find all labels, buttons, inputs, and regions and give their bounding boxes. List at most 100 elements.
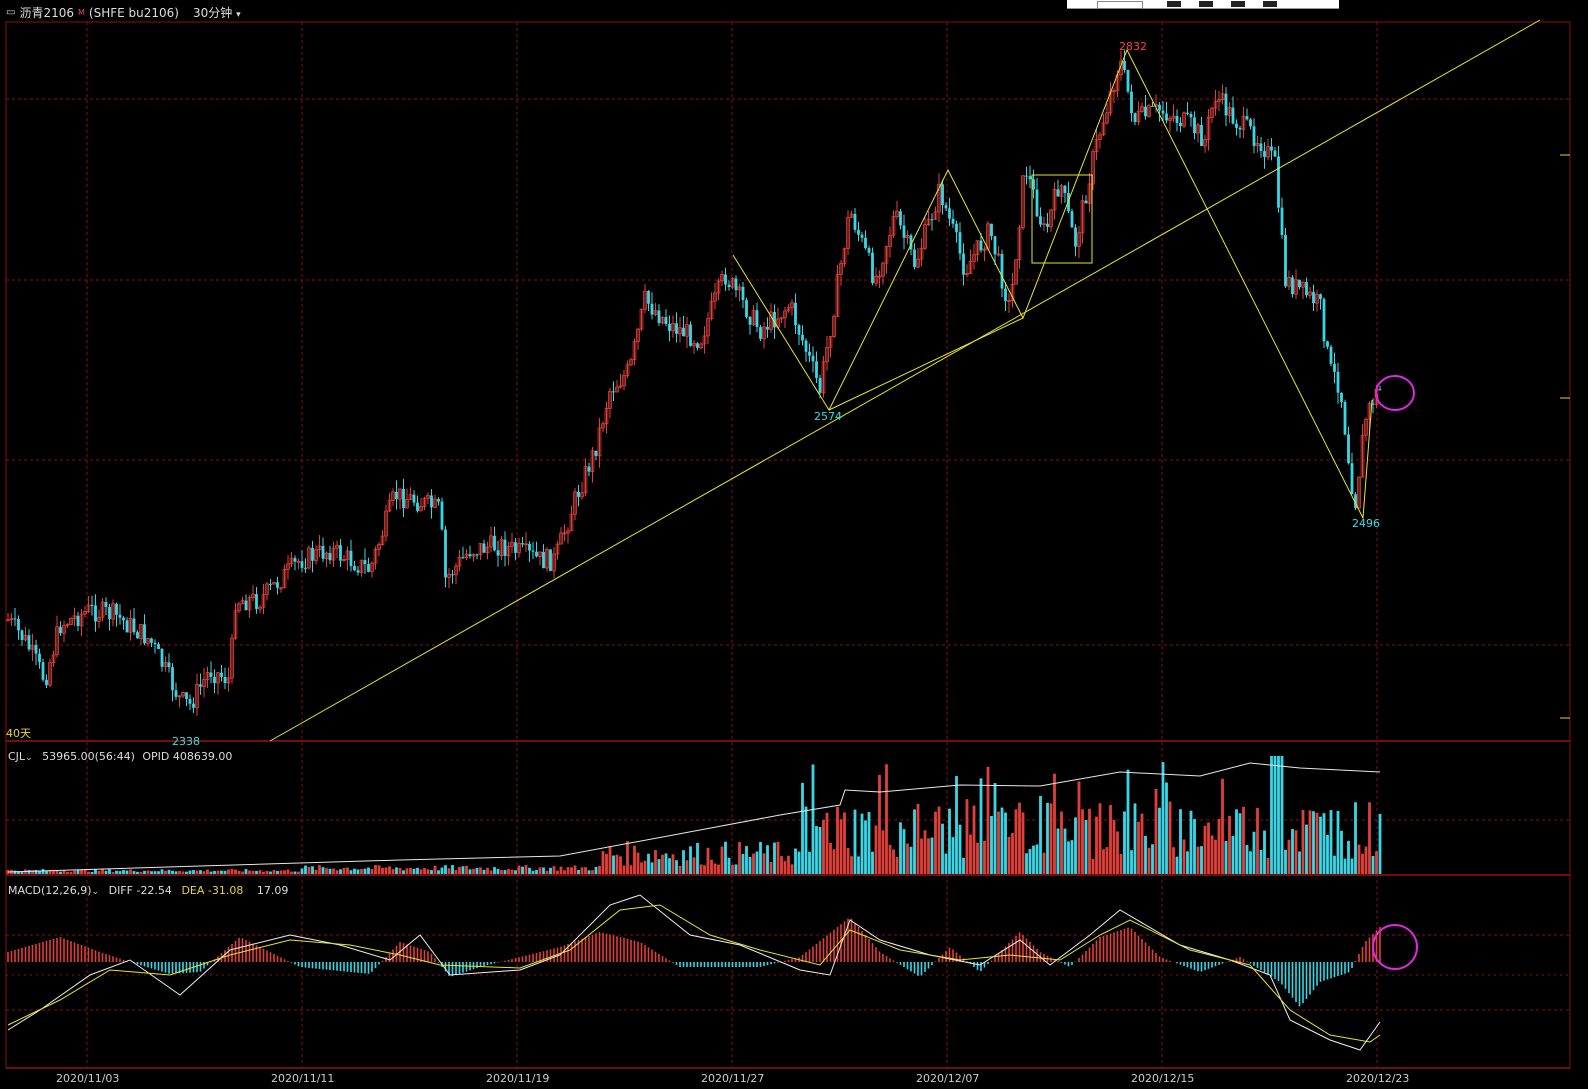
candle-body	[902, 225, 906, 238]
volume-bar	[31, 870, 34, 874]
candle-body	[1378, 389, 1382, 391]
volume-bar	[248, 870, 251, 874]
candle-body	[223, 676, 227, 684]
cjl-indicator-select[interactable]: CJL⌄	[8, 750, 33, 763]
chart-grid	[5, 21, 1571, 1069]
candle-body	[730, 278, 735, 288]
volume-bar	[906, 843, 909, 874]
window-icon[interactable]: ▭	[6, 7, 16, 18]
candle-body	[1140, 106, 1144, 112]
candle-body	[72, 615, 77, 619]
candle-body	[122, 617, 125, 621]
candle-body	[849, 213, 854, 218]
candle-body	[1210, 107, 1214, 118]
diff-line	[7, 894, 1381, 1051]
candle-body	[713, 292, 717, 302]
volume-bar	[370, 869, 374, 874]
volume-bar	[279, 870, 283, 874]
candle-body	[937, 183, 941, 213]
candle-body	[517, 542, 521, 554]
trend-drawings	[269, 19, 1541, 970]
candle-body	[139, 623, 143, 639]
volume-bar	[1102, 849, 1105, 874]
candle-body	[535, 551, 538, 557]
volume-bar	[1081, 809, 1084, 874]
volume-bar	[832, 849, 836, 874]
volume-bar	[1266, 857, 1270, 874]
candle-body	[359, 559, 364, 573]
candle-body	[331, 547, 336, 561]
toolbar-tool-2[interactable]	[1167, 1, 1181, 7]
drawing-toolbar[interactable]	[1067, 0, 1339, 9]
candle-body	[804, 340, 808, 352]
volume-bar	[1280, 756, 1284, 874]
volume-bar	[1053, 773, 1056, 874]
toolbar-tool-3[interactable]	[1199, 1, 1213, 7]
candle-body	[482, 543, 486, 553]
candle-body	[552, 553, 556, 572]
candle-body	[1025, 175, 1028, 177]
volume-bar	[265, 870, 269, 874]
x-axis-date: 2020/11/03	[56, 1072, 120, 1085]
candle-body	[269, 583, 272, 585]
volume-bar	[1095, 816, 1098, 874]
candle-body	[1354, 494, 1357, 509]
volume-bar	[535, 870, 538, 874]
candle-body	[282, 569, 287, 589]
candle-body	[402, 488, 405, 509]
x-axis-date: 2020/11/11	[271, 1072, 335, 1085]
candle-body	[884, 246, 889, 264]
candle-body	[1130, 91, 1133, 114]
candle-body	[83, 611, 87, 615]
timeframe-select[interactable]: 30分钟 ▾	[193, 4, 241, 21]
candle-body	[808, 351, 811, 356]
main-contract-flag: M	[78, 8, 85, 17]
candle-body	[675, 323, 678, 334]
volume-bar	[783, 861, 787, 874]
volume-bar	[52, 870, 55, 874]
candle-body	[62, 624, 66, 634]
volume-bar	[416, 867, 419, 874]
candle-body	[125, 620, 129, 633]
candle-body	[304, 567, 307, 569]
volume-bar	[1018, 802, 1021, 874]
candle-body	[1322, 299, 1326, 342]
candle-body	[265, 583, 269, 596]
candle-body	[828, 336, 833, 348]
volume-bar	[1144, 835, 1147, 874]
candle-body	[171, 667, 174, 691]
candle-body	[1133, 113, 1137, 122]
instrument-code: (SHFE bu2106)	[88, 5, 179, 20]
candle-body	[59, 626, 62, 634]
toolbar-tool-5[interactable]	[1263, 1, 1277, 7]
volume-bar	[437, 870, 440, 874]
candle-body	[1200, 124, 1203, 147]
volume-bar	[398, 868, 402, 874]
volume-bar	[864, 820, 867, 874]
macd-histogram	[7, 894, 1381, 1051]
candle-body	[972, 254, 976, 262]
macd-indicator-select[interactable]: MACD(12,26,9)⌄	[8, 884, 99, 897]
candle-body	[195, 683, 199, 709]
volume-bar	[748, 856, 752, 874]
candle-body	[1004, 288, 1007, 301]
volume-bar	[1336, 810, 1340, 874]
volume-bar	[1196, 846, 1200, 874]
candle-body	[475, 554, 479, 556]
volume-bar	[993, 783, 997, 874]
chart-frame	[5, 21, 1571, 1069]
candle-body	[636, 328, 640, 343]
candle-body	[682, 327, 685, 337]
volume-bar	[150, 871, 153, 874]
toolbar-tool-4[interactable]	[1231, 1, 1245, 7]
candle-body	[503, 539, 507, 556]
candle-body	[380, 535, 385, 545]
candle-body	[1270, 146, 1273, 151]
candle-body	[716, 280, 721, 294]
candle-body	[387, 500, 392, 512]
candle-body	[1259, 143, 1263, 152]
candle-body	[132, 618, 136, 633]
volume-bar	[1063, 828, 1067, 874]
toolbar-tool-1[interactable]	[1097, 1, 1143, 9]
